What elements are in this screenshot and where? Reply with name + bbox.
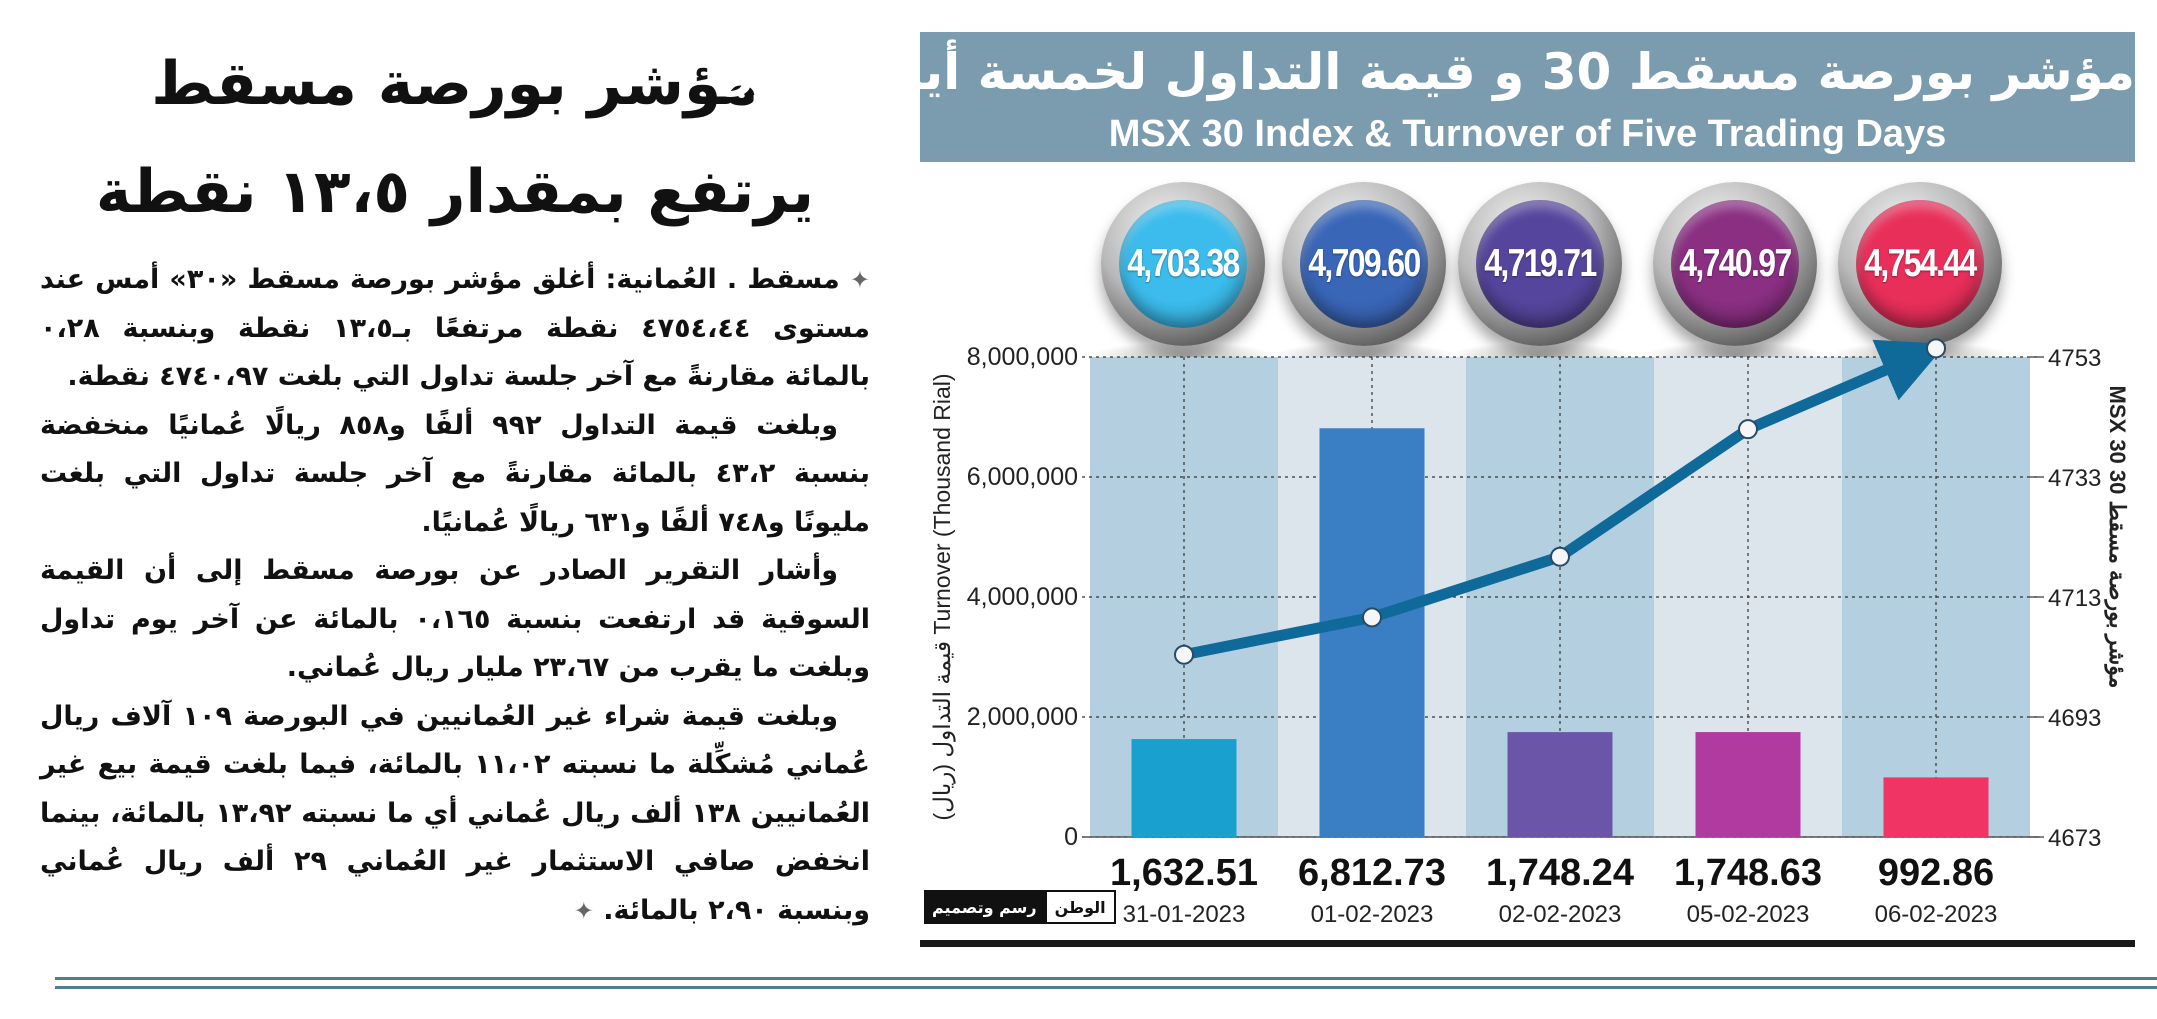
brand-credit: الوطن رسم وتصميم bbox=[924, 890, 1116, 924]
footer-rule bbox=[55, 986, 2157, 989]
article-headline: مؤشر بورصة مسقط يرتفع بمقدار ١٣،٥ نقطة bbox=[40, 30, 870, 246]
chart-title-arabic: مؤشر بورصة مسقط 30 و قيمة التداول لخمسة … bbox=[712, 43, 2135, 101]
index-value-label: 4,719.71 bbox=[1484, 242, 1597, 285]
chart-title-box: مؤشر بورصة مسقط 30 و قيمة التداول لخمسة … bbox=[712, 32, 2135, 162]
turnover-value-label: 1,748.24 bbox=[1486, 852, 1634, 894]
turnover-value-label: 6,812.73 bbox=[1298, 852, 1446, 894]
index-point bbox=[1362, 607, 1382, 628]
orb-face: 4,709.60 bbox=[1300, 200, 1428, 328]
y2-tick-label: 4693 bbox=[2048, 705, 2101, 732]
headline-line-1: مؤشر بورصة مسقط bbox=[151, 49, 759, 119]
y-axis-title: قيمة التداول (ريال) Turnover (Thousand R… bbox=[929, 373, 956, 820]
index-value-label: 4,754.44 bbox=[1864, 242, 1977, 285]
y2-tick-label: 4713 bbox=[2048, 585, 2101, 612]
article-paragraph: ✦ مسقط . العُمانية: أغلق مؤشر بورصة مسقط… bbox=[40, 256, 870, 402]
y-tick-label: 6,000,000 bbox=[967, 463, 1078, 491]
index-orb: 4,709.60 bbox=[1282, 182, 1446, 346]
y-tick-label: 8,000,000 bbox=[967, 343, 1078, 371]
y-tick-label: 4,000,000 bbox=[967, 583, 1078, 611]
date-label: 01-02-2023 bbox=[1311, 901, 1434, 928]
chart-bottom-bar bbox=[920, 940, 2135, 947]
paragraph-text: مسقط . العُمانية: أغلق مؤشر بورصة مسقط «… bbox=[40, 264, 871, 392]
y2-tick-label: 4673 bbox=[2048, 825, 2101, 852]
y-tick-label: 2,000,000 bbox=[967, 703, 1078, 731]
turnover-value-label: 1,748.63 bbox=[1674, 852, 1822, 894]
index-orb: 4,740.97 bbox=[1653, 182, 1817, 346]
date-label: 06-02-2023 bbox=[1875, 901, 1998, 928]
headline-line-2: يرتفع بمقدار ١٣،٥ نقطة bbox=[95, 157, 815, 227]
bird-icon: ✦ bbox=[573, 896, 594, 925]
index-orb: 4,719.71 bbox=[1458, 182, 1622, 346]
index-value-label: 4,703.38 bbox=[1127, 242, 1240, 285]
article-paragraph: وبلغت قيمة التداول ٩٩٢ ألفًا و٨٥٨ ريالًا… bbox=[40, 409, 870, 538]
index-point bbox=[1550, 546, 1570, 567]
date-label: 31-01-2023 bbox=[1123, 901, 1246, 928]
y2-tick-label: 4733 bbox=[2048, 465, 2101, 492]
brand-logo: الوطن bbox=[1044, 890, 1116, 924]
infographic: مؤشر بورصة مسقط 30 و قيمة التداول لخمسة … bbox=[712, 32, 2135, 952]
turnover-bar bbox=[1883, 777, 1989, 837]
chart-title-english: MSX 30 Index & Turnover of Five Trading … bbox=[1108, 113, 1947, 155]
footer-rule bbox=[55, 977, 2157, 980]
date-label: 02-02-2023 bbox=[1499, 901, 1622, 928]
turnover-bar bbox=[1695, 732, 1801, 837]
y-tick-label: 0 bbox=[1064, 823, 1078, 851]
y2-tick-label: 4753 bbox=[2048, 345, 2101, 372]
article-paragraph: وبلغت قيمة شراء غير العُمانيين في البورص… bbox=[40, 693, 870, 936]
index-orb: 4,754.44 bbox=[1838, 182, 2002, 346]
index-orb: 4,703.38 bbox=[1101, 182, 1265, 346]
bird-icon: ✦ bbox=[849, 266, 870, 294]
article: مؤشر بورصة مسقط يرتفع بمقدار ١٣،٥ نقطة ✦… bbox=[40, 30, 870, 935]
date-label: 05-02-2023 bbox=[1687, 901, 1810, 928]
turnover-bar bbox=[1131, 739, 1237, 837]
turnover-value-label: 992.86 bbox=[1878, 852, 1994, 894]
orb-face: 4,754.44 bbox=[1856, 200, 1984, 328]
orb-face: 4,740.97 bbox=[1671, 200, 1799, 328]
index-point bbox=[1174, 644, 1194, 665]
index-value-label: 4,709.60 bbox=[1308, 242, 1421, 285]
turnover-bar bbox=[1319, 428, 1425, 837]
orb-face: 4,703.38 bbox=[1119, 200, 1247, 328]
index-point bbox=[1926, 338, 1946, 359]
index-point bbox=[1738, 419, 1758, 440]
turnover-index-chart: 0 2,000,000 4,000,000 6,000,000 8,000,000 467… bbox=[929, 338, 2130, 928]
article-paragraph: وأشار التقرير الصادر عن بورصة مسقط إلى أ… bbox=[40, 555, 870, 683]
paragraph-text: وبلغت قيمة شراء غير العُمانيين في البورص… bbox=[40, 700, 870, 926]
turnover-value-label: 1,632.51 bbox=[1110, 852, 1258, 894]
y2-axis-title: MSX 30 مؤشر بورصة مسقط 30 bbox=[2104, 386, 2130, 689]
orb-face: 4,719.71 bbox=[1476, 200, 1604, 328]
index-value-label: 4,740.97 bbox=[1679, 242, 1792, 285]
turnover-bar bbox=[1507, 732, 1613, 837]
brand-label: رسم وتصميم bbox=[924, 890, 1045, 924]
